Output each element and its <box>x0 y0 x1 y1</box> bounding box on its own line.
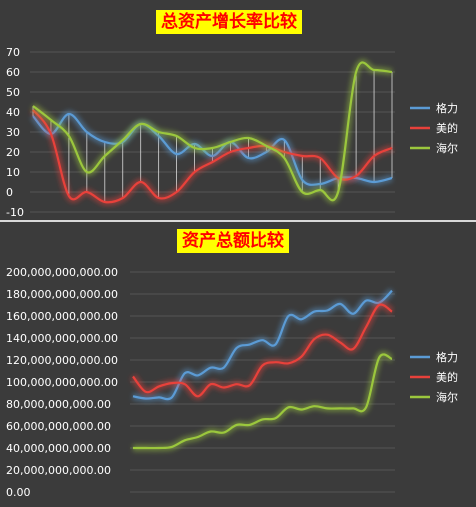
y-tick-label: 50 <box>6 86 20 99</box>
y-tick-label: 40,000,000,000.00 <box>6 442 111 455</box>
growth-rate-panel: 总资产增长率比较 70 60 50 40 30 20 10 0 -10 格力美的海尔 <box>0 0 476 220</box>
chart-divider <box>0 220 476 222</box>
legend-label: 美的 <box>436 370 458 384</box>
y-tick-label: 0 <box>6 186 13 199</box>
y-tick-label: 160,000,000,000.00 <box>6 310 118 323</box>
series-3 <box>132 351 394 452</box>
growth-rate-chart-title: 总资产增长率比较 <box>156 10 302 34</box>
y-tick-label: 180,000,000,000.00 <box>6 288 118 301</box>
y-tick-label: 60 <box>6 66 20 79</box>
y-tick-label: 80,000,000,000.00 <box>6 398 111 411</box>
series-3 <box>30 58 393 204</box>
y-tick-label: 60,000,000,000.00 <box>6 420 111 433</box>
y-tick-label: 40 <box>6 106 20 119</box>
y-tick-label: 0.00 <box>6 486 31 499</box>
legend-label: 格力 <box>436 350 458 364</box>
series-line <box>32 109 393 204</box>
y-tick-label: 140,000,000,000.00 <box>6 332 118 345</box>
legend-label: 美的 <box>436 121 458 135</box>
series-2 <box>130 301 395 400</box>
y-tick-label: -10 <box>6 206 24 219</box>
legend-label: 海尔 <box>436 141 458 155</box>
legend-label: 海尔 <box>436 390 458 404</box>
total-assets-panel: 资产总额比较 200,000,000,000.00 180,000,000,000… <box>0 222 476 507</box>
y-tick-label: 200,000,000,000.00 <box>6 266 118 279</box>
legend-label: 格力 <box>436 101 458 115</box>
y-tick-label: 120,000,000,000.00 <box>6 354 118 367</box>
series-1 <box>132 288 395 403</box>
series-line <box>32 61 393 202</box>
total-assets-chart: 200,000,000,000.00 180,000,000,000.00 160,… <box>6 266 458 499</box>
y-tick-label: 20 <box>6 146 20 159</box>
y-tick-label: 20,000,000,000.00 <box>6 464 111 477</box>
y-tick-label: 100,000,000,000.00 <box>6 376 118 389</box>
y-tick-label: 30 <box>6 126 20 139</box>
total-assets-chart-title: 资产总额比较 <box>177 229 289 253</box>
y-tick-label: 70 <box>6 46 20 59</box>
y-tick-label: 10 <box>6 166 20 179</box>
